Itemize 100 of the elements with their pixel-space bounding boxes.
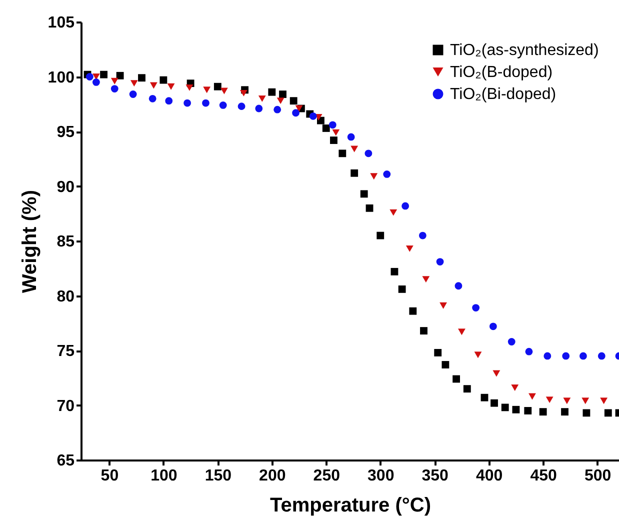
point: [511, 384, 519, 391]
point: [508, 338, 516, 346]
point: [434, 348, 442, 356]
point: [463, 385, 471, 393]
point: [390, 209, 398, 216]
x-tick-label: 350: [422, 468, 449, 484]
point: [376, 232, 384, 240]
point: [489, 322, 497, 330]
point: [402, 202, 410, 210]
point: [347, 133, 355, 141]
point: [150, 82, 158, 89]
point: [390, 268, 398, 276]
point: [148, 94, 156, 102]
point: [454, 282, 462, 290]
x-tick-label: 200: [259, 468, 286, 484]
point: [92, 78, 100, 86]
legend-label: TiO₂(Bi-doped): [450, 86, 556, 103]
point: [238, 102, 246, 110]
point: [202, 99, 210, 107]
point: [366, 204, 374, 212]
point: [440, 302, 447, 309]
point: [184, 99, 192, 107]
point: [546, 396, 554, 403]
point: [539, 408, 547, 416]
x-axis-title: Temperature (°C): [270, 494, 431, 516]
legend-label: TiO₂(B-doped): [450, 64, 553, 81]
point: [167, 83, 175, 90]
point: [472, 304, 480, 312]
point: [240, 90, 248, 96]
point: [92, 74, 100, 80]
y-tick-label: 70: [56, 398, 75, 415]
point: [160, 76, 168, 84]
x-tick-label: 450: [530, 468, 558, 484]
point: [258, 95, 266, 102]
point: [562, 352, 570, 360]
point: [360, 190, 368, 198]
point: [350, 146, 358, 152]
x-tick-label: 150: [204, 468, 232, 484]
point: [86, 73, 94, 80]
legend-label: TiO₂(as-synthesized): [450, 42, 599, 59]
point: [214, 82, 222, 90]
point: [290, 97, 298, 105]
point: [524, 407, 532, 414]
point: [582, 409, 590, 417]
point: [322, 124, 330, 132]
y-tick-label: 95: [56, 124, 75, 141]
point: [528, 393, 536, 400]
point: [100, 70, 108, 78]
point: [561, 408, 568, 416]
y-tick-label: 85: [56, 234, 75, 250]
point: [338, 150, 346, 158]
point: [129, 90, 137, 98]
y-tick-label: 90: [56, 178, 75, 196]
point: [582, 398, 590, 404]
y-tick-label: 75: [56, 343, 75, 360]
point: [422, 276, 430, 283]
point: [501, 404, 509, 412]
point: [563, 398, 571, 404]
point: [255, 104, 263, 112]
point: [604, 409, 612, 417]
point: [110, 85, 118, 92]
point: [138, 74, 146, 82]
point: [480, 394, 488, 402]
point: [130, 80, 138, 87]
point: [398, 285, 406, 293]
point: [110, 78, 118, 84]
point: [420, 327, 428, 334]
point: [383, 170, 391, 178]
point: [492, 370, 500, 377]
point: [274, 106, 282, 114]
point: [332, 129, 340, 136]
point: [364, 150, 372, 158]
point: [370, 173, 378, 180]
point: [165, 97, 173, 105]
x-tick-label: 500: [584, 468, 612, 484]
point: [474, 352, 482, 358]
point: [512, 406, 520, 414]
point: [418, 232, 426, 240]
x-tick-label: 300: [368, 468, 394, 484]
point: [330, 136, 338, 144]
y-tick-label: 105: [48, 14, 75, 32]
point: [186, 84, 194, 91]
point: [436, 258, 444, 266]
x-tick-label: 50: [100, 468, 119, 484]
y-axis-title: Weight (%): [18, 190, 41, 293]
point: [580, 352, 587, 360]
point: [220, 88, 228, 94]
point: [442, 361, 450, 368]
point: [452, 375, 460, 383]
point: [598, 352, 606, 360]
point: [309, 112, 317, 120]
x-tick-label: 400: [476, 468, 503, 484]
point: [600, 398, 608, 404]
y-tick-label: 100: [48, 69, 75, 86]
point: [544, 352, 552, 360]
point: [350, 169, 358, 177]
point: [458, 328, 466, 336]
point: [219, 102, 227, 109]
point: [328, 121, 336, 129]
x-tick-label: 100: [150, 468, 178, 484]
